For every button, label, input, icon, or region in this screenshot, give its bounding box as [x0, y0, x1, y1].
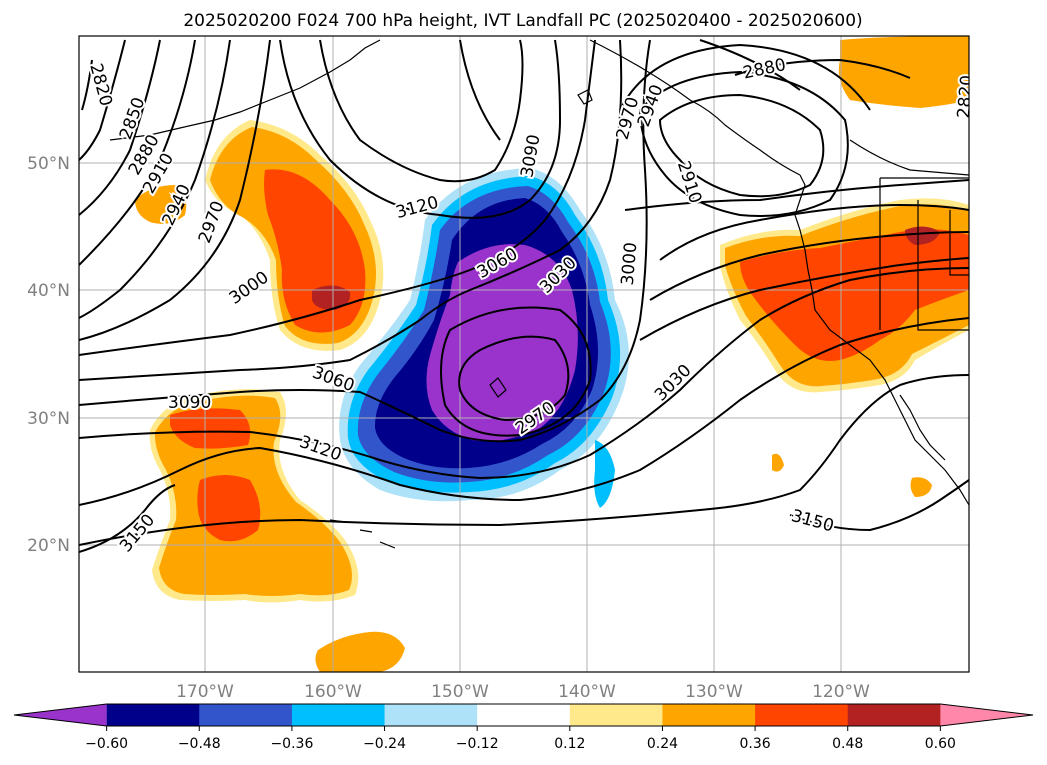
lon-label-140w: 140°W: [558, 682, 616, 702]
colorbar-tick-label: −0.12: [456, 736, 499, 752]
colorbar-swatch: [662, 704, 756, 726]
lat-labels: 50°N 40°N 30°N 20°N: [27, 154, 70, 556]
colorbar-swatch: [847, 704, 941, 726]
lon-label-130w: 130°W: [685, 682, 743, 702]
colorbar-swatch: [569, 704, 663, 726]
colorbar-swatch: [291, 704, 386, 726]
colorbar-tick-label: −0.48: [178, 736, 221, 752]
colorbar-swatch: [14, 704, 107, 726]
colorbar-tick-label: 0.12: [554, 736, 585, 752]
contour-label: 3000: [618, 241, 642, 286]
lat-label-40n: 40°N: [27, 281, 70, 301]
lat-label-20n: 20°N: [27, 536, 70, 556]
colorbar-swatch: [384, 704, 478, 726]
lat-label-30n: 30°N: [27, 409, 70, 429]
colorbar-swatch: [755, 704, 849, 726]
colorbar-swatch: [940, 704, 1033, 726]
lon-label-170w: 170°W: [176, 682, 234, 702]
map-frame: [78, 35, 970, 673]
colorbar-tick-label: −0.60: [85, 736, 128, 752]
lon-label-120w: 120°W: [812, 682, 870, 702]
colorbar-swatch: [477, 704, 571, 726]
map-panel: 2820 2850 2880 2910 2940 2970 3000 3090 …: [79, 36, 978, 672]
height-contours: [79, 39, 969, 553]
colorbar-swatch: [106, 704, 200, 726]
colorbar-swatch: [199, 704, 293, 726]
map-title: 2025020200 F024 700 hPa height, IVT Land…: [183, 11, 862, 31]
colorbar: −0.60 −0.48 −0.36 −0.24 −0.12 0.12 0.24 0.36 0.4…: [13, 703, 1034, 752]
colorbar-tick-label: −0.36: [270, 736, 313, 752]
lat-label-50n: 50°N: [27, 154, 70, 174]
colorbar-tick-label: −0.24: [363, 736, 406, 752]
colorbar-tick-label: 0.36: [740, 736, 771, 752]
colorbar-tick-label: 0.48: [832, 736, 863, 752]
coastlines: [109, 39, 969, 549]
colorbar-tick-label: 0.60: [925, 736, 956, 752]
lon-label-150w: 150°W: [431, 682, 489, 702]
colorbar-tick-label: 0.24: [647, 736, 678, 752]
contour-label: 3090: [168, 393, 211, 413]
contour-label: 2940: [634, 82, 668, 129]
contour-label: 2820: [954, 74, 978, 119]
lon-label-160w: 160°W: [304, 682, 362, 702]
lon-labels: 170°W 160°W 150°W 140°W 130°W 120°W: [176, 682, 870, 702]
